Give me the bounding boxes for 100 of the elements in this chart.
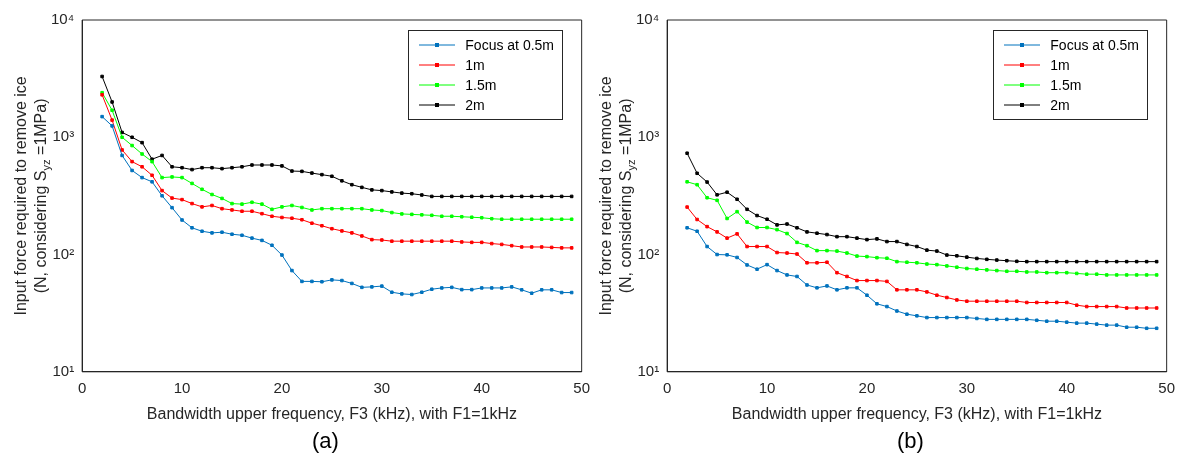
point (795, 226, 799, 230)
point (685, 205, 689, 209)
point (200, 229, 204, 234)
point (130, 135, 134, 140)
point (895, 259, 899, 264)
point (875, 302, 879, 306)
point (430, 194, 434, 199)
point (479, 194, 484, 199)
point (915, 244, 919, 249)
point (865, 293, 869, 297)
point (1154, 306, 1159, 310)
point (489, 286, 494, 290)
text: (a) (311, 428, 340, 454)
point (430, 239, 434, 243)
point (499, 242, 504, 247)
point (330, 226, 334, 231)
point (130, 159, 134, 164)
point (885, 279, 889, 284)
x-tick-label: 40 (1058, 378, 1076, 396)
point (1154, 259, 1159, 264)
point (509, 243, 514, 248)
point (985, 268, 989, 272)
point (1124, 306, 1129, 310)
point (955, 315, 959, 320)
point (785, 251, 789, 255)
point (370, 285, 374, 289)
point (220, 166, 224, 171)
point (400, 212, 404, 216)
point (519, 288, 524, 292)
point (160, 194, 164, 198)
point (569, 290, 574, 295)
point (539, 245, 544, 249)
point (755, 267, 759, 271)
point (170, 205, 174, 210)
point (885, 239, 889, 244)
point (1054, 270, 1059, 275)
point (1045, 319, 1049, 323)
point (995, 268, 999, 273)
point (735, 209, 739, 214)
point (290, 203, 294, 208)
point (1094, 304, 1099, 309)
point (340, 206, 344, 211)
point (290, 268, 294, 273)
point (539, 217, 544, 222)
point (489, 216, 494, 221)
point (450, 239, 454, 243)
point (400, 239, 404, 243)
point (845, 274, 849, 279)
point (260, 238, 264, 243)
point (110, 108, 114, 113)
point (805, 283, 809, 287)
point (310, 221, 314, 225)
point (905, 260, 909, 264)
legend-label: 1m (1050, 57, 1070, 73)
point (985, 317, 989, 322)
point (895, 239, 899, 244)
point (1134, 325, 1139, 329)
point (410, 239, 414, 243)
point (905, 242, 909, 247)
point (370, 208, 374, 212)
point (885, 256, 889, 260)
point (469, 287, 474, 292)
point (539, 288, 544, 292)
x-tick-label: 40 (473, 378, 491, 396)
point (220, 206, 224, 211)
point (945, 264, 949, 268)
point (865, 254, 869, 259)
point (915, 288, 919, 292)
point (160, 188, 164, 193)
point (1015, 299, 1019, 303)
point (765, 244, 769, 249)
point (795, 274, 799, 279)
point (1035, 318, 1039, 323)
point (985, 257, 989, 262)
point (519, 194, 524, 199)
point (775, 250, 779, 255)
point (440, 214, 444, 219)
point (240, 209, 244, 214)
legend-label: Focus at 0.5m (465, 37, 554, 53)
point (725, 190, 729, 194)
point (230, 201, 234, 206)
point (875, 278, 879, 283)
point (390, 290, 394, 295)
point (955, 265, 959, 269)
point (765, 217, 769, 222)
point (460, 194, 464, 199)
point (1054, 300, 1059, 305)
x-tick-label: 20 (273, 378, 291, 396)
point (130, 143, 134, 148)
point (240, 202, 244, 206)
point (1064, 300, 1069, 305)
x-tick-label: 30 (373, 378, 391, 396)
point (450, 285, 454, 290)
point (479, 215, 484, 220)
point (519, 217, 524, 222)
point (170, 196, 174, 200)
point (1045, 300, 1049, 305)
point (210, 165, 214, 170)
point (190, 167, 194, 172)
point (549, 288, 554, 292)
